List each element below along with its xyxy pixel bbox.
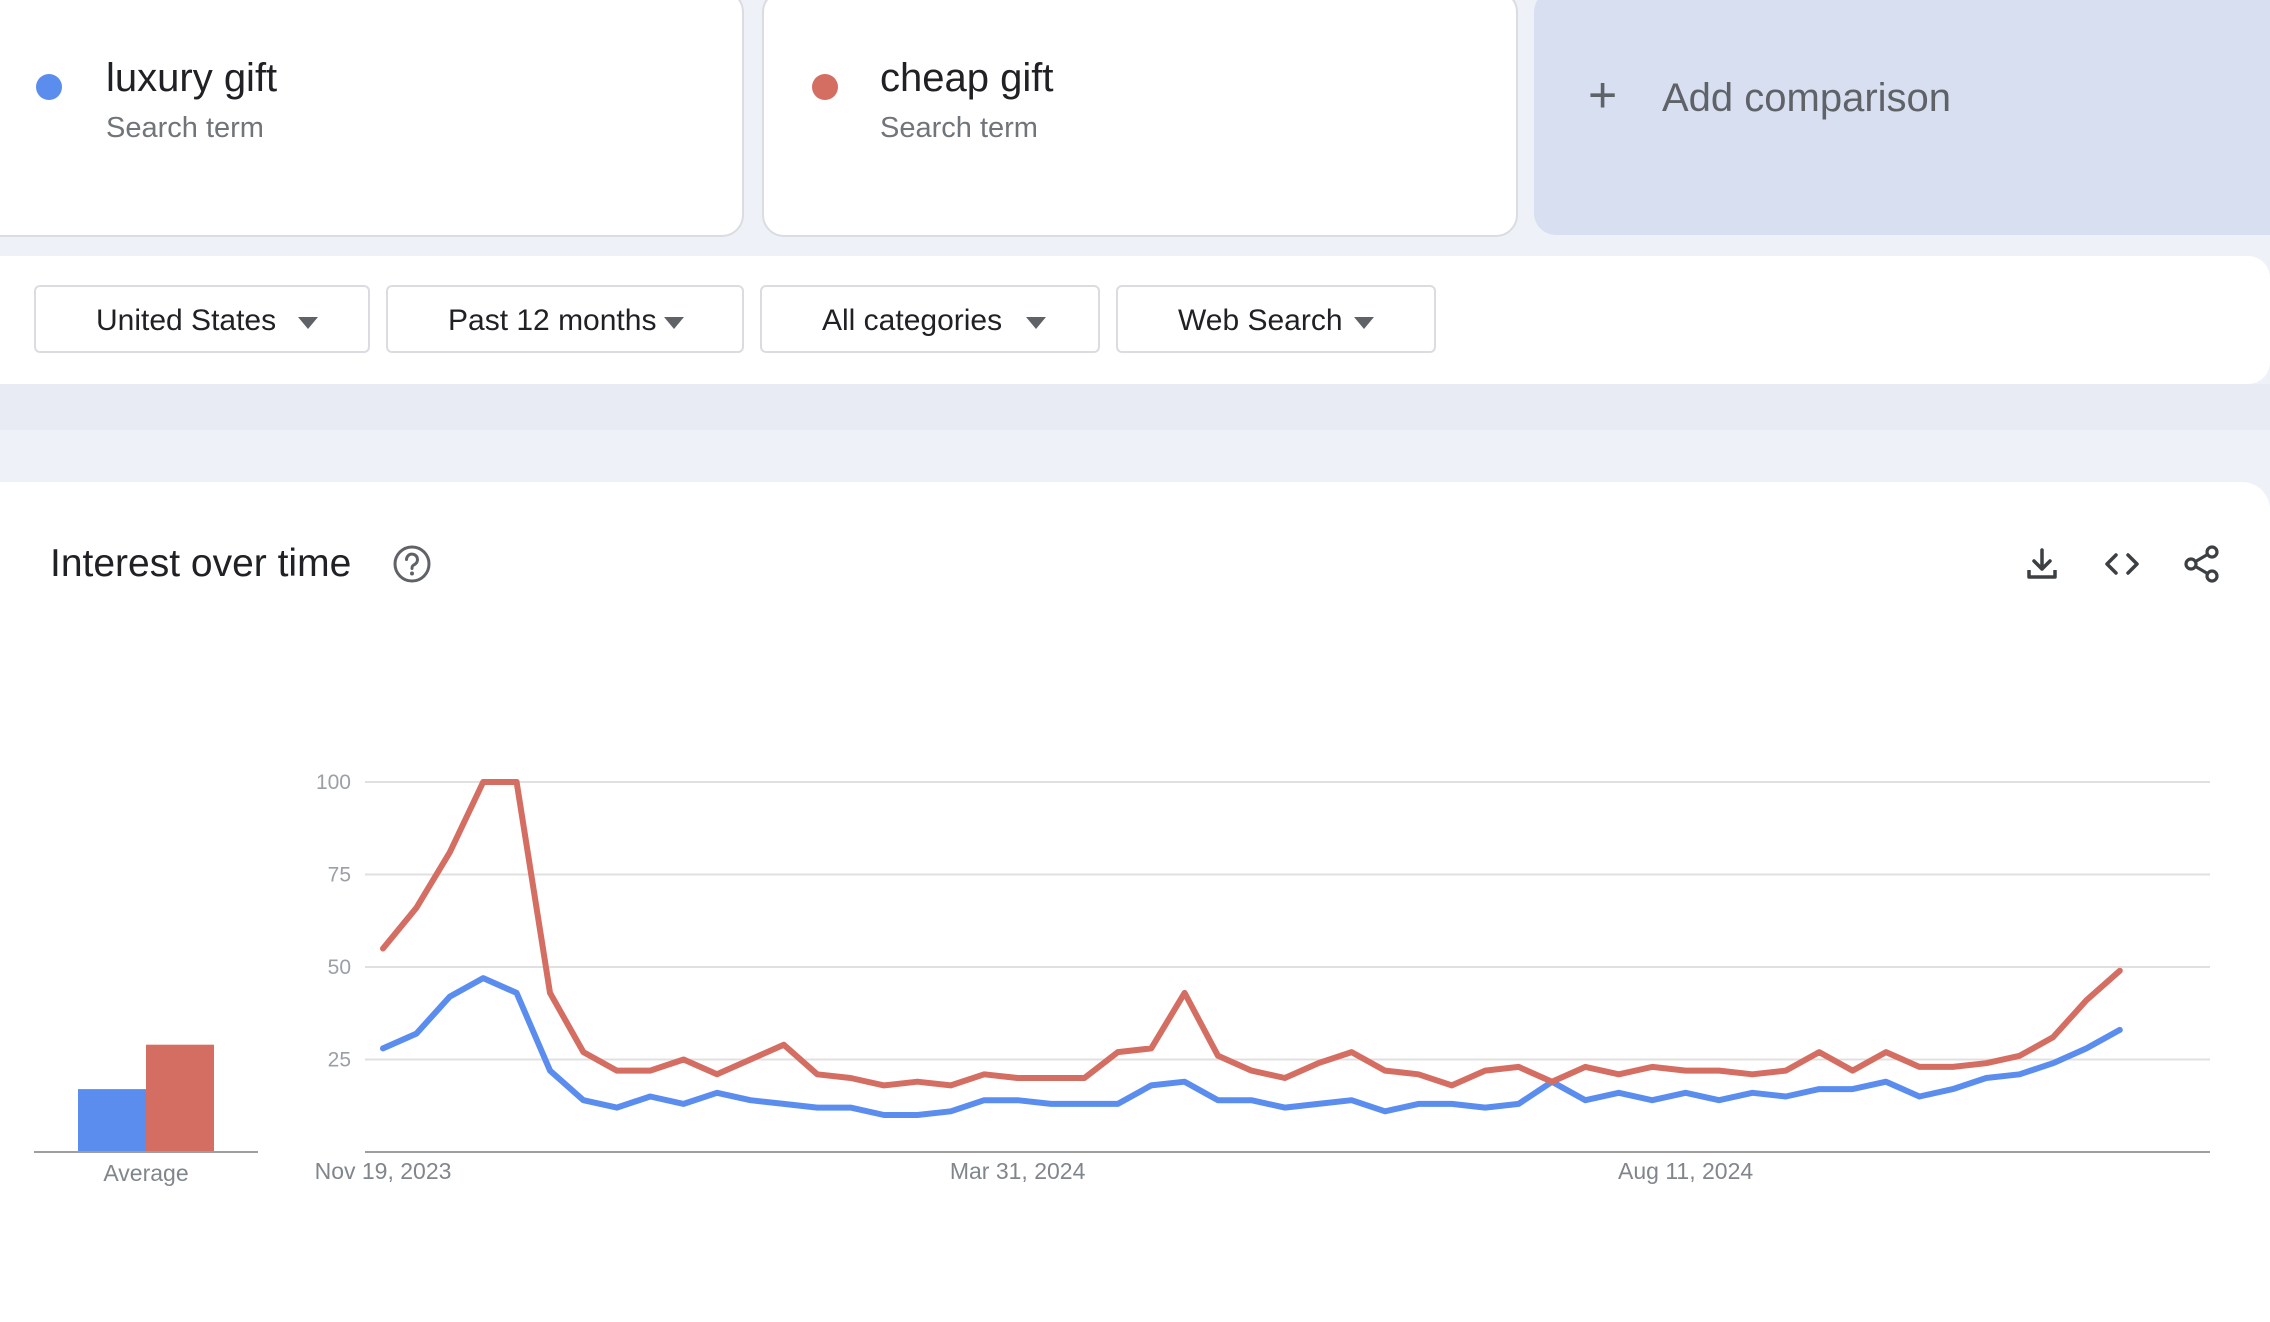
term-card-cheap-gift[interactable]: cheap gift Search term: [762, 0, 1518, 237]
category-label: All categories: [822, 304, 1003, 337]
x-tick-label: Aug 11, 2024: [1618, 1158, 1753, 1184]
geo-filter-label: United States: [96, 304, 277, 337]
term-type: Search term: [880, 112, 1038, 144]
series-color-dot: [812, 74, 838, 100]
geo-filter-dropdown[interactable]: United States: [34, 285, 370, 353]
caret-down-icon: [298, 317, 318, 329]
interest-over-time-chart: 100 75 50 25 Nov 19, 2023 Mar 31, 2024 Aug 11,…: [34, 771, 2210, 1186]
y-tick-label: 50: [328, 956, 351, 979]
caret-down-icon: [1354, 317, 1374, 329]
term-name: cheap gift: [880, 56, 1054, 100]
term-type: Search term: [106, 112, 264, 144]
average-bar-luxury-gift: [78, 1089, 146, 1152]
average-bar-cheap-gift: [146, 1044, 214, 1152]
time-range-dropdown[interactable]: Past 12 months: [386, 285, 744, 353]
y-tick-label: 100: [316, 771, 351, 794]
x-tick-label: Nov 19, 2023: [315, 1158, 452, 1184]
average-label: Average: [103, 1160, 188, 1186]
caret-down-icon: [1026, 317, 1046, 329]
share-icon[interactable]: [2182, 544, 2222, 584]
y-tick-label: 25: [328, 1049, 351, 1072]
term-card-luxury-gift[interactable]: luxury gift Search term: [0, 0, 744, 237]
x-tick-label: Mar 31, 2024: [950, 1158, 1086, 1184]
add-comparison-button[interactable]: + Add comparison: [1534, 0, 2270, 235]
caret-down-icon: [664, 317, 684, 329]
add-comparison-label: Add comparison: [1662, 76, 1952, 120]
search-property-dropdown[interactable]: Web Search: [1116, 285, 1436, 353]
help-circle-icon[interactable]: [392, 544, 432, 584]
term-name: luxury gift: [106, 56, 278, 100]
interest-over-time-card: Interest over time 100 75 50 25 Nov 19, 2023…: [0, 482, 2270, 1322]
time-range-label: Past 12 months: [448, 304, 657, 337]
download-icon[interactable]: [2022, 544, 2062, 584]
category-dropdown[interactable]: All categories: [760, 285, 1100, 353]
filter-bar: United States Past 12 months All categor…: [0, 256, 2270, 384]
search-property-label: Web Search: [1178, 304, 1343, 337]
section-divider: [0, 384, 2270, 430]
series-line-luxury-gift: [380, 975, 2123, 1118]
y-tick-label: 75: [328, 864, 351, 887]
plus-icon: +: [1588, 67, 1618, 123]
series-line-cheap-gift: [380, 779, 2123, 1089]
embed-code-icon[interactable]: [2102, 544, 2142, 584]
chart-title: Interest over time: [50, 542, 352, 585]
series-color-dot: [36, 74, 62, 100]
